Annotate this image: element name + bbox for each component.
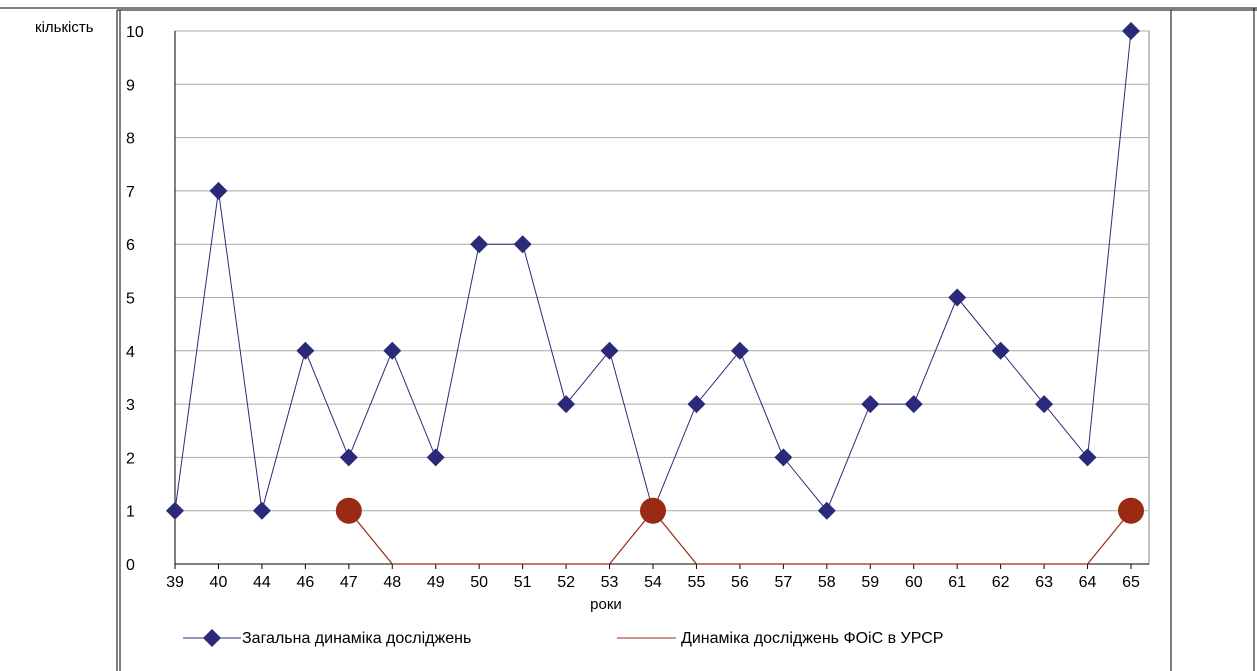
data-point-series-1	[1035, 395, 1054, 414]
x-tick-label: 44	[253, 574, 271, 591]
y-tick-label: 4	[126, 344, 135, 361]
y-tick-label: 9	[126, 77, 135, 94]
x-tick-label: 40	[210, 574, 228, 591]
y-tick-label: 3	[126, 397, 135, 414]
y-tick-label: 2	[126, 450, 135, 467]
x-tick-label: 48	[383, 574, 401, 591]
y-tick-label: 6	[126, 237, 135, 254]
x-tick-label: 50	[470, 574, 488, 591]
legend-label-series-1: Загальна динаміка досліджень	[242, 630, 471, 647]
x-tick-labels: 39 40 44 46 47 48 49 50 51 52 53 54 55 56 57 58 59 60 61 62…	[166, 564, 1140, 591]
x-tick-label: 51	[514, 574, 532, 591]
data-point-series-2	[1118, 497, 1144, 524]
data-point-series-1	[948, 288, 967, 307]
data-point-series-1	[557, 395, 576, 414]
y-axis-label: кількість	[35, 19, 94, 36]
data-point-series-1	[861, 395, 880, 414]
x-tick-label: 54	[644, 574, 662, 591]
x-tick-label: 47	[340, 574, 358, 591]
y-tick-label: 8	[126, 131, 135, 148]
data-point-series-1	[209, 181, 228, 200]
data-point-series-1	[166, 501, 184, 520]
data-point-series-1	[687, 395, 706, 414]
x-tick-label: 58	[818, 574, 836, 591]
legend-marker-series-1	[203, 629, 221, 647]
grid	[174, 30, 1149, 565]
x-tick-label: 59	[861, 574, 879, 591]
data-point-series-1	[1078, 448, 1097, 467]
x-tick-label: 56	[731, 574, 749, 591]
x-tick-label: 64	[1079, 574, 1097, 591]
data-point-series-1	[426, 448, 445, 467]
x-tick-label: 53	[601, 574, 619, 591]
data-point-series-1	[600, 341, 619, 360]
data-point-series-1	[1122, 22, 1140, 40]
x-tick-label: 49	[427, 574, 445, 591]
series-markers	[166, 22, 1144, 524]
x-tick-label: 60	[905, 574, 923, 591]
x-tick-label: 57	[774, 574, 792, 591]
data-point-series-2	[640, 497, 666, 524]
y-tick-label: 5	[126, 291, 135, 308]
x-tick-label: 61	[948, 574, 966, 591]
y-tick-label: 10	[126, 24, 144, 41]
y-tick-labels: 0 1 2 3 4 5 6 7 8 9 10	[126, 24, 144, 574]
data-point-series-2	[335, 497, 362, 524]
x-axis-label: роки	[590, 596, 622, 613]
y-tick-label: 0	[126, 557, 135, 574]
data-point-series-1	[339, 448, 358, 467]
data-point-series-1	[774, 448, 793, 467]
legend-label-series-2: Динаміка досліджень ФОіС в УРСР	[681, 630, 943, 647]
x-tick-label: 63	[1035, 574, 1053, 591]
x-tick-label: 46	[296, 574, 314, 591]
data-point-series-1	[730, 341, 749, 360]
x-tick-label: 39	[166, 574, 184, 591]
data-point-series-1	[817, 501, 836, 520]
legend: Загальна динаміка досліджень Динаміка до…	[183, 629, 943, 647]
data-point-series-1	[513, 235, 532, 254]
data-point-series-1	[383, 341, 402, 360]
y-tick-label: 1	[126, 504, 135, 521]
data-point-series-1	[470, 235, 489, 254]
x-tick-label: 62	[992, 574, 1010, 591]
data-point-series-1	[904, 395, 923, 414]
x-tick-label: 52	[557, 574, 575, 591]
x-tick-label: 65	[1122, 574, 1140, 591]
y-tick-label: 7	[126, 184, 135, 201]
x-tick-label: 55	[688, 574, 706, 591]
data-point-series-1	[252, 501, 271, 520]
data-point-series-1	[296, 341, 315, 360]
data-point-series-1	[991, 341, 1010, 360]
series-line-2	[348, 509, 1132, 565]
